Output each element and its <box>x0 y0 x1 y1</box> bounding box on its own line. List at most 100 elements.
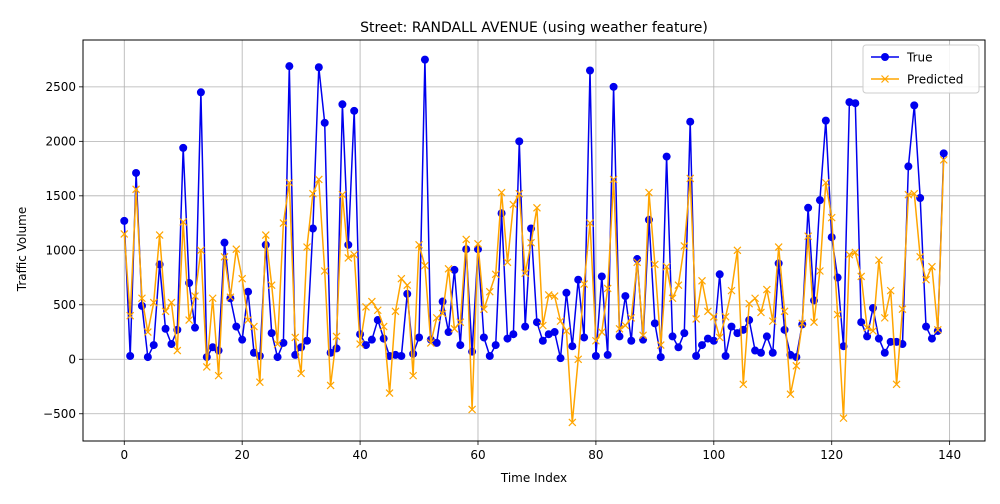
data-point-true <box>774 259 783 268</box>
data-point-predicted <box>627 313 636 322</box>
legend-marker <box>881 53 889 61</box>
marker-stroke <box>869 327 877 335</box>
data-point-predicted <box>308 189 317 198</box>
x-tick-label: 80 <box>588 448 603 462</box>
marker-stroke <box>303 243 311 251</box>
data-point-predicted <box>633 258 642 267</box>
marker-stroke <box>120 230 129 238</box>
data-point-true <box>621 292 630 301</box>
marker-stroke <box>350 250 359 259</box>
data-point-true <box>933 326 942 335</box>
data-point-true <box>686 117 695 126</box>
marker-stroke <box>279 219 288 227</box>
marker-stroke <box>149 298 158 307</box>
data-point-predicted <box>379 322 388 331</box>
marker-stroke <box>527 238 535 247</box>
data-point-predicted <box>739 380 748 389</box>
marker-stroke <box>208 294 217 303</box>
data-point-true <box>615 332 624 341</box>
data-point-predicted <box>497 188 506 197</box>
marker-stroke <box>126 311 135 320</box>
data-point-predicted <box>479 305 488 314</box>
data-point-true <box>344 240 353 249</box>
marker-stroke <box>857 272 866 281</box>
marker-stroke <box>521 269 530 278</box>
data-point-true <box>756 348 765 357</box>
data-point-predicted <box>291 333 300 342</box>
marker-stroke <box>650 260 659 269</box>
data-point-predicted <box>167 298 176 307</box>
data-point-predicted <box>839 414 848 423</box>
marker-stroke <box>250 322 258 331</box>
series-line-predicted <box>123 159 945 424</box>
marker-stroke <box>910 189 919 198</box>
marker-stroke <box>338 190 347 199</box>
data-point-predicted <box>314 175 323 184</box>
data-point-true <box>409 349 418 358</box>
data-point-predicted <box>332 332 341 341</box>
marker-stroke <box>285 178 294 187</box>
y-tick-label: 0 <box>68 352 76 366</box>
data-point-true <box>580 333 589 342</box>
data-point-predicted <box>474 239 482 248</box>
marker-stroke <box>196 246 205 255</box>
marker-stroke <box>597 328 606 336</box>
data-point-predicted <box>409 371 418 380</box>
y-tick-label: −500 <box>43 407 76 421</box>
marker-stroke <box>591 336 600 345</box>
data-point-predicted <box>733 246 742 255</box>
data-point-true <box>297 343 306 352</box>
y-tick-label: 1000 <box>45 243 76 257</box>
marker-stroke <box>344 254 353 262</box>
marker-stroke <box>261 231 270 239</box>
data-point-true <box>650 319 659 328</box>
plot-frame <box>82 39 986 442</box>
legend-item-predicted: Predicted <box>871 73 963 87</box>
marker-stroke <box>792 361 801 370</box>
marker-stroke <box>668 294 677 303</box>
data-point-predicted <box>143 328 152 336</box>
data-point-predicted <box>261 231 270 239</box>
data-point-true <box>698 341 707 350</box>
data-point-predicted <box>639 331 647 340</box>
legend-item-true: True <box>871 51 933 65</box>
marker-stroke <box>621 321 630 330</box>
marker-stroke <box>933 325 942 334</box>
data-point-true <box>715 270 724 279</box>
marker-stroke <box>497 188 506 197</box>
data-point-true <box>285 62 294 71</box>
marker-stroke <box>633 258 642 267</box>
data-point-predicted <box>686 174 695 183</box>
data-point-predicted <box>792 361 801 370</box>
data-point-true <box>538 336 547 345</box>
data-point-true <box>680 329 689 338</box>
marker-stroke <box>421 261 429 270</box>
data-point-predicted <box>132 185 140 194</box>
data-point-true <box>904 162 913 171</box>
marker-stroke <box>550 292 559 300</box>
data-point-predicted <box>503 258 512 267</box>
data-point-predicted <box>491 270 500 279</box>
marker-stroke <box>308 189 317 198</box>
marker-stroke <box>138 294 146 303</box>
data-point-predicted <box>350 250 359 259</box>
data-point-predicted <box>597 328 606 336</box>
data-point-predicted <box>297 369 306 378</box>
data-point-predicted <box>267 281 276 290</box>
data-point-predicted <box>674 281 683 290</box>
marker-stroke <box>739 380 748 389</box>
marker-stroke <box>680 242 689 250</box>
data-point-predicted <box>603 284 612 293</box>
y-axis-label: Traffic Volume <box>15 207 29 293</box>
data-point-predicted <box>621 321 630 330</box>
marker-stroke <box>556 317 565 326</box>
data-point-predicted <box>833 310 842 319</box>
marker-stroke <box>603 284 612 293</box>
data-point-true <box>532 318 541 327</box>
data-point-true <box>709 336 718 345</box>
data-point-true <box>373 316 382 325</box>
data-point-true <box>857 318 866 327</box>
data-point-true <box>161 324 170 333</box>
data-point-predicted <box>550 292 559 300</box>
data-point-predicted <box>715 333 724 342</box>
